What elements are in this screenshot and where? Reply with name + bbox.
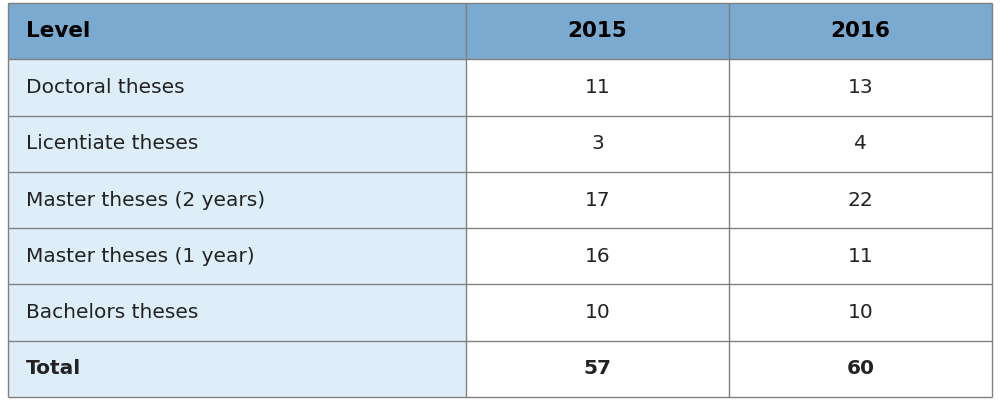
Bar [466, 228, 729, 284]
Text: 60: 60 [847, 359, 875, 378]
Text: 22: 22 [848, 190, 874, 210]
Bar [466, 60, 729, 116]
Bar [8, 284, 466, 340]
Bar [729, 228, 992, 284]
Text: Doctoral theses: Doctoral theses [26, 78, 184, 97]
Text: 57: 57 [583, 359, 611, 378]
Bar [8, 60, 466, 116]
Text: 16: 16 [585, 247, 610, 266]
Bar [466, 116, 729, 172]
Text: 10: 10 [585, 303, 610, 322]
Text: 11: 11 [848, 247, 874, 266]
Bar [729, 172, 992, 228]
Text: 11: 11 [585, 78, 610, 97]
Bar [8, 340, 466, 397]
Bar [8, 172, 466, 228]
Text: 13: 13 [848, 78, 873, 97]
Bar [466, 340, 729, 397]
Text: 4: 4 [854, 134, 867, 153]
Bar [466, 3, 729, 60]
Text: Licentiate theses: Licentiate theses [26, 134, 198, 153]
Text: Master theses (1 year): Master theses (1 year) [26, 247, 254, 266]
Text: Bachelors theses: Bachelors theses [26, 303, 198, 322]
Bar [729, 116, 992, 172]
Bar [8, 228, 466, 284]
Text: 17: 17 [585, 190, 610, 210]
Text: 2015: 2015 [568, 21, 627, 41]
Text: Level: Level [26, 21, 90, 41]
Bar [729, 284, 992, 340]
Text: 10: 10 [848, 303, 874, 322]
Bar [8, 3, 466, 60]
Text: Master theses (2 years): Master theses (2 years) [26, 190, 265, 210]
Bar [729, 60, 992, 116]
Bar [466, 172, 729, 228]
Bar [729, 3, 992, 60]
Bar [729, 340, 992, 397]
Text: 2016: 2016 [831, 21, 891, 41]
Text: Total: Total [26, 359, 81, 378]
Bar [8, 116, 466, 172]
Bar [466, 284, 729, 340]
Text: 3: 3 [591, 134, 604, 153]
